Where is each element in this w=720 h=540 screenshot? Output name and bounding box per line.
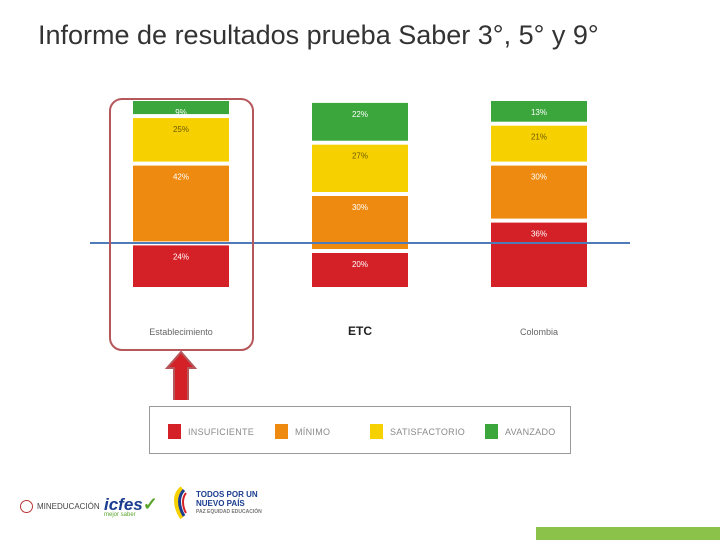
legend: INSUFICIENTE MÍNIMO SATISFACTORIO AVANZA… — [149, 406, 571, 454]
up-arrow-icon — [164, 350, 198, 400]
bar-avanzado-colombia — [491, 101, 587, 122]
bar-minimo-colombia — [491, 165, 587, 219]
legend-item-insuficiente: INSUFICIENTE — [168, 424, 254, 439]
data-label-satisfactorio-establecimiento: 25% — [173, 125, 189, 134]
checkmark-icon: ✓ — [142, 494, 158, 514]
highlight-box — [109, 98, 254, 351]
legend-swatch-satisfactorio — [370, 424, 383, 439]
legend-label-satisfactorio: SATISFACTORIO — [390, 426, 466, 437]
legend-swatch-avanzado — [485, 424, 498, 439]
category-label-establecimiento: Establecimiento — [149, 327, 213, 337]
mineducacion-logo: MINEDUCACIÓN — [20, 500, 100, 513]
data-label-satisfactorio-colombia: 21% — [531, 133, 547, 142]
stacked-bar-chart: 24% 42% 25% 9% 20% 30% 27% 22% 36% 30% 21% 13% Esta… — [90, 98, 630, 400]
data-label-avanzado-establecimiento: 9% — [175, 108, 187, 117]
footer: MINEDUCACIÓN icfes✓ mejor saber TODOS PO… — [0, 480, 720, 540]
legend-label-avanzado: AVANZADO — [505, 426, 556, 437]
data-label-insuficiente-colombia: 36% — [531, 230, 547, 239]
legend-item-satisfactorio: SATISFACTORIO — [370, 424, 465, 439]
data-label-minimo-etc: 30% — [352, 203, 368, 212]
icfes-label: icfes — [104, 495, 143, 514]
legend-label-insuficiente: INSUFICIENTE — [188, 426, 255, 437]
bar-insuficiente-etc — [312, 253, 408, 287]
legend-swatch-insuficiente — [168, 424, 181, 439]
bar-satisfactorio-etc — [312, 144, 408, 192]
page-title: Informe de resultados prueba Saber 3°, 5… — [38, 20, 599, 50]
data-label-insuficiente-establecimiento: 24% — [173, 252, 189, 261]
bar-insuficiente-establecimiento — [133, 245, 229, 287]
data-label-avanzado-etc: 22% — [352, 110, 368, 119]
data-label-insuficiente-etc: 20% — [352, 260, 368, 269]
data-label-avanzado-colombia: 13% — [531, 108, 547, 117]
slogan-line-3: PAZ EQUIDAD EDUCACIÓN — [196, 508, 262, 515]
todos-por-un-nuevo-pais-logo: TODOS POR UN NUEVO PAÍS PAZ EQUIDAD EDUC… — [172, 486, 262, 520]
data-label-minimo-establecimiento: 42% — [173, 173, 189, 182]
slogan-line-2: NUEVO PAÍS — [196, 498, 245, 508]
data-label-minimo-colombia: 30% — [531, 173, 547, 182]
legend-label-minimo: MÍNIMO — [295, 426, 331, 437]
data-label-satisfactorio-etc: 27% — [352, 152, 368, 161]
bar-avanzado-etc — [312, 102, 408, 141]
green-strip — [536, 527, 720, 540]
seal-icon — [20, 500, 33, 513]
legend-item-minimo: MÍNIMO — [275, 424, 330, 439]
icfes-logo: icfes✓ mejor saber — [104, 494, 158, 518]
slogan-line-1: TODOS POR UN — [196, 489, 258, 499]
mineducacion-label: MINEDUCACIÓN — [37, 502, 100, 511]
legend-item-avanzado: AVANZADO — [485, 424, 556, 439]
bar-minimo-etc — [312, 196, 408, 249]
flag-icon — [174, 486, 187, 520]
icfes-sub-label: mejor saber — [104, 512, 136, 518]
category-label-colombia: Colombia — [520, 327, 558, 337]
bar-minimo-establecimiento — [133, 165, 229, 242]
bar-insuficiente-colombia — [491, 222, 587, 287]
bar-satisfactorio-colombia — [491, 125, 587, 162]
legend-swatch-minimo — [275, 424, 288, 439]
bar-satisfactorio-establecimiento — [133, 118, 229, 162]
category-label-etc: ETC — [348, 324, 372, 338]
bar-avanzado-establecimiento — [133, 101, 229, 115]
